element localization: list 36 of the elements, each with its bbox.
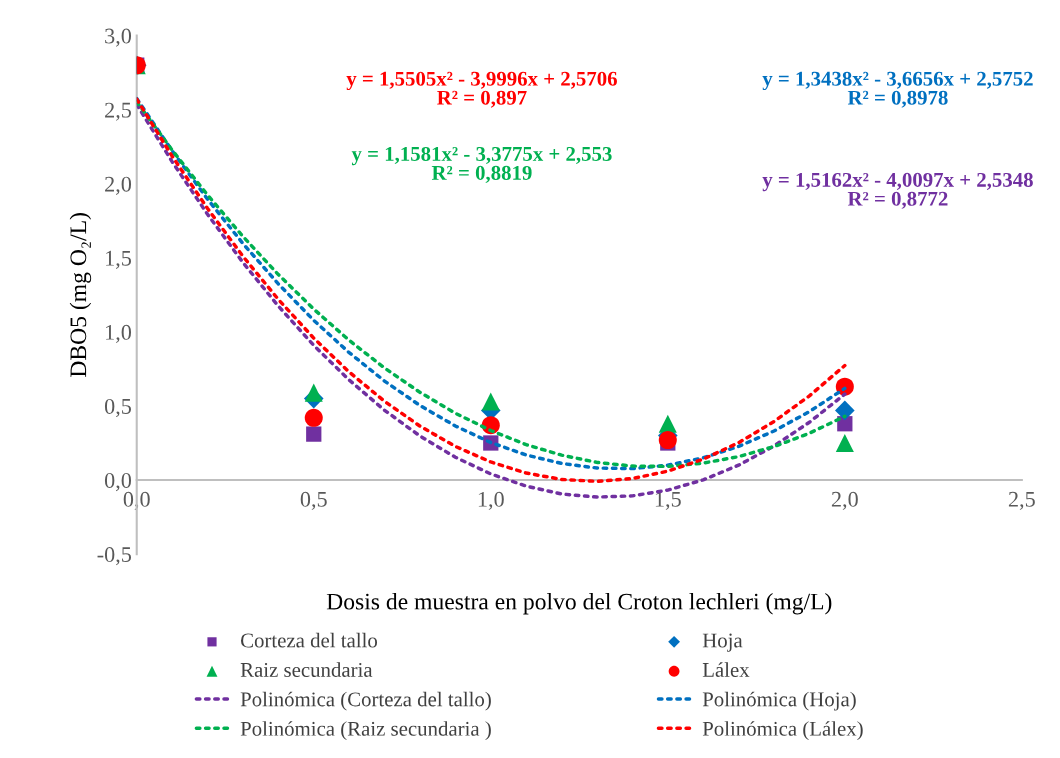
point bbox=[658, 414, 677, 433]
y-axis-title: DBO5 (mg O₂/L) bbox=[69, 213, 92, 377]
point bbox=[835, 400, 855, 421]
legend-label: Polinómica (Lálex) bbox=[702, 721, 863, 741]
x-tick-label: 1,0 bbox=[478, 491, 504, 510]
annotation: y = 1,5162x² - 4,0097x + 2,5348 R² = 0,8772 bbox=[762, 172, 1033, 209]
point bbox=[658, 431, 677, 450]
legend-label: Lálex bbox=[702, 662, 750, 677]
legend-label: Corteza del tallo bbox=[240, 632, 378, 648]
annotation: y = 1,5505x² - 3,9996x + 2,5706 R² = 0,897 bbox=[346, 71, 617, 108]
annotation: y = 1,3438x² - 3,6656x + 2,5752 R² = 0,8978 bbox=[762, 71, 1033, 108]
y-tick-label: -0,5 bbox=[97, 547, 132, 566]
x-tick-label: 0,5 bbox=[300, 491, 327, 510]
y-tick-label: 0,0 bbox=[104, 472, 132, 492]
legend-label: Hoja bbox=[702, 633, 743, 652]
y-tick-label: 2,5 bbox=[105, 102, 132, 121]
y-tick-label: 3,0 bbox=[105, 28, 132, 47]
x-tick-label: 2,0 bbox=[831, 491, 858, 510]
legend-label: Polinómica (Raiz secundaria ) bbox=[240, 721, 491, 741]
x-axis-title: Dosis de muestra en polvo del Croton lechleri (mg/L) bbox=[326, 592, 832, 615]
x-tick-label: 2,5 bbox=[1008, 491, 1035, 510]
legend-label: Polinómica (Corteza del tallo) bbox=[240, 691, 491, 711]
y-tick-label: 2,0 bbox=[105, 176, 132, 195]
point bbox=[835, 433, 854, 453]
legend-label: Polinómica (Hoja) bbox=[702, 691, 856, 711]
y-tick-label: 1,0 bbox=[106, 324, 132, 344]
y-tick-label: 0,5 bbox=[104, 398, 132, 418]
point bbox=[304, 383, 323, 402]
annotation: y = 1,1581x² - 3,3775x + 2,553 R² = 0,8819 bbox=[351, 146, 612, 183]
x-tick-label: 1,5 bbox=[655, 491, 681, 510]
point bbox=[481, 392, 500, 411]
legend-label: Raiz secundaria bbox=[240, 662, 373, 677]
x-tick-label: 0,0 bbox=[123, 491, 150, 510]
point bbox=[304, 408, 323, 427]
point bbox=[306, 426, 322, 442]
y-tick-label: 1,5 bbox=[106, 250, 132, 269]
